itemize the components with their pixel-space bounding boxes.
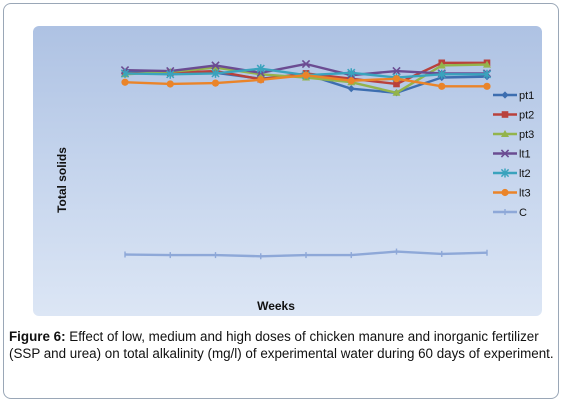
y-axis-label: Total solids [55, 147, 69, 213]
legend-entry-lt2: lt2 [493, 168, 531, 180]
caption-text: Effect of low, medium and high doses of … [9, 329, 554, 361]
data-point-lt3 [257, 76, 265, 84]
data-point-pt1 [347, 85, 355, 93]
data-point-lt3 [392, 75, 401, 83]
data-point-lt3 [302, 71, 310, 79]
data-point-lt2 [347, 68, 356, 78]
legend-label-pt1: pt1 [519, 90, 534, 102]
legend-entry-C: C [493, 207, 527, 219]
data-point-pt2 [393, 80, 400, 88]
caption-label: Figure 6: [9, 329, 66, 344]
data-point-lt3 [121, 78, 129, 86]
data-point-lt2 [211, 68, 220, 78]
legend-entry-pt3: pt3 [493, 129, 534, 141]
data-point-lt2 [482, 69, 492, 79]
data-point-lt3 [166, 80, 174, 88]
legend-marker-pt2 [501, 111, 509, 118]
data-point-lt2 [120, 68, 130, 78]
legend-marker-pt1 [501, 91, 509, 99]
data-point-pt3 [483, 60, 491, 68]
data-point-pt3 [392, 88, 401, 96]
legend-label-lt1: lt1 [519, 149, 531, 161]
legend-entry-pt2: pt2 [493, 110, 534, 122]
data-point-lt1 [301, 59, 311, 69]
legend-label-C: C [519, 207, 527, 219]
legend-marker-pt3 [501, 130, 509, 137]
data-point-lt3 [211, 79, 220, 87]
legend-entry-pt1: pt1 [493, 90, 534, 102]
data-point-lt1 [211, 61, 220, 70]
legend-marker-lt1 [500, 149, 510, 158]
data-point-lt3 [483, 82, 491, 90]
data-point-lt3 [438, 82, 446, 90]
data-point-lt3 [347, 77, 355, 85]
legend-label-lt2: lt2 [519, 168, 531, 180]
legend-label-lt3: lt3 [519, 188, 531, 200]
series-lt3 [121, 71, 491, 90]
legend-entry-lt1: lt1 [493, 149, 531, 161]
data-point-lt2 [166, 69, 175, 79]
series-C [124, 248, 488, 260]
data-point-pt3 [211, 63, 220, 71]
legend-label-pt2: pt2 [519, 110, 534, 122]
data-point-pt3 [437, 61, 446, 69]
data-point-lt2 [256, 64, 265, 74]
legend-marker-lt2 [500, 168, 510, 178]
legend-label-pt3: pt3 [519, 129, 534, 141]
data-point-lt1 [392, 66, 401, 76]
data-point-lt2 [437, 69, 446, 79]
x-axis-label: Weeks [257, 299, 295, 313]
figure-caption: Figure 6: Effect of low, medium and high… [9, 328, 561, 362]
legend-entry-lt3: lt3 [493, 188, 531, 200]
legend-marker-lt3 [501, 188, 509, 197]
